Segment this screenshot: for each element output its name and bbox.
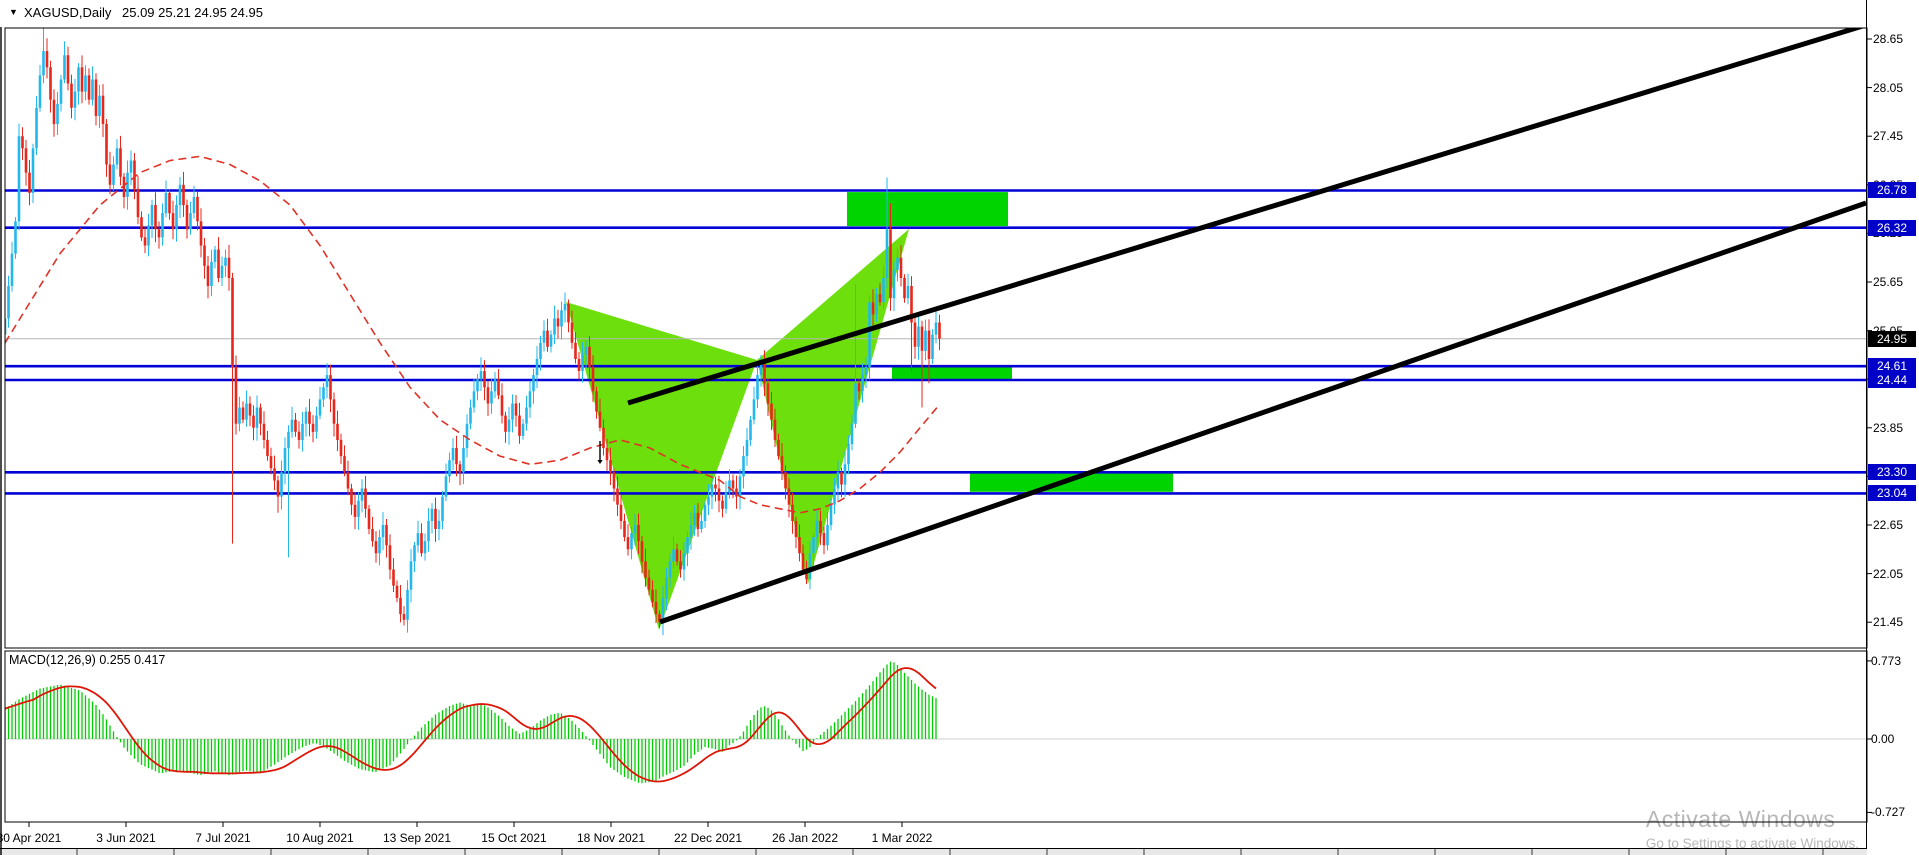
horizontal-scrollbar[interactable] [0, 849, 1867, 855]
macd-name: MACD(12,26,9) [9, 653, 96, 667]
harmonic-pattern-triangle [757, 229, 909, 584]
symbol-dropdown-icon[interactable]: ▼ [9, 7, 18, 17]
trend-line [659, 200, 1867, 625]
supply-demand-zone [892, 367, 1012, 380]
watermark-line2: Go to Settings to activate Windows. [1645, 836, 1859, 851]
activate-windows-watermark: Activate Windows Go to Settings to activ… [1646, 806, 1859, 851]
supply-demand-zone [970, 473, 1173, 492]
chart-info-bar: ▼ XAGUSD,Daily 25.09 25.21 24.95 24.95 [0, 0, 1860, 27]
symbol-timeframe-label: XAGUSD,Daily [24, 5, 112, 20]
ohlc-readout: 25.09 25.21 24.95 24.95 [122, 5, 263, 20]
supply-demand-zone [847, 192, 1008, 227]
macd-signal-line [5, 667, 937, 783]
macd-values: 0.255 0.417 [99, 653, 166, 667]
macd-indicator-label: MACD(12,26,9) 0.255 0.417 [9, 653, 165, 667]
trend-line [627, 28, 1865, 406]
watermark-line1: Activate Windows [1645, 806, 1836, 832]
arrow-annotation-head [597, 460, 603, 464]
harmonic-pattern-triangle [566, 302, 757, 630]
moving-average-line [5, 155, 938, 514]
